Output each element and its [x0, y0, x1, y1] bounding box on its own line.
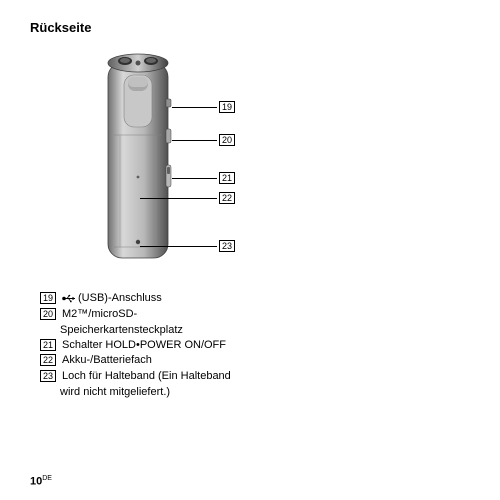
- legend-number-20: 20: [40, 308, 56, 320]
- page-number-value: 10: [30, 476, 42, 488]
- legend-item-23: 23 Loch für Halteband (Ein Halteband: [40, 369, 470, 384]
- legend-item-22: 22 Akku-/Batteriefach: [40, 353, 470, 368]
- usb-icon: [62, 294, 76, 303]
- legend-label-23b: wird nicht mitgeliefert.): [60, 385, 260, 400]
- legend-label-20b: Speicherkartensteckplatz: [60, 323, 260, 338]
- page-title: Rückseite: [30, 20, 470, 35]
- callout-22: 22: [140, 192, 235, 204]
- legend-label-21: Schalter HOLD•POWER ON/OFF: [62, 338, 226, 353]
- legend-item-20: 20 M2™/microSD-: [40, 307, 470, 322]
- page-number-suffix: DE: [42, 475, 52, 482]
- legend-number-23: 23: [40, 370, 56, 382]
- legend-item-19: 19 (USB)-Anschluss: [40, 291, 470, 306]
- callout-number-19: 19: [219, 101, 235, 113]
- callout-line: [172, 178, 217, 179]
- legend-label-20a: M2™/microSD-: [62, 307, 137, 322]
- callout-number-22: 22: [219, 192, 235, 204]
- callout-line: [140, 246, 217, 247]
- legend-item-21: 21 Schalter HOLD•POWER ON/OFF: [40, 338, 470, 353]
- callout-line: [172, 107, 217, 108]
- legend-text-19: (USB)-Anschluss: [62, 291, 162, 306]
- callout-20: 20: [172, 134, 235, 146]
- legend-label-19: (USB)-Anschluss: [78, 292, 162, 304]
- legend-label-22: Akku-/Batteriefach: [62, 353, 152, 368]
- callout-line: [172, 140, 217, 141]
- device-illustration: [90, 47, 200, 267]
- legend-number-21: 21: [40, 339, 56, 351]
- legend-list: 19 (USB)-Anschluss 20 M2™/microSD- Speic…: [40, 291, 470, 400]
- callout-number-23: 23: [219, 240, 235, 252]
- callout-21: 21: [172, 172, 235, 184]
- legend-number-19: 19: [40, 292, 56, 304]
- legend-number-22: 22: [40, 354, 56, 366]
- legend-label-23a: Loch für Halteband (Ein Halteband: [62, 369, 231, 384]
- device-diagram: 19 20 21 22 23: [50, 47, 310, 277]
- callout-23: 23: [140, 240, 235, 252]
- callout-line: [140, 198, 217, 199]
- callout-number-20: 20: [219, 134, 235, 146]
- callout-19: 19: [172, 101, 235, 113]
- callout-number-21: 21: [219, 172, 235, 184]
- page-number: 10DE: [30, 475, 52, 488]
